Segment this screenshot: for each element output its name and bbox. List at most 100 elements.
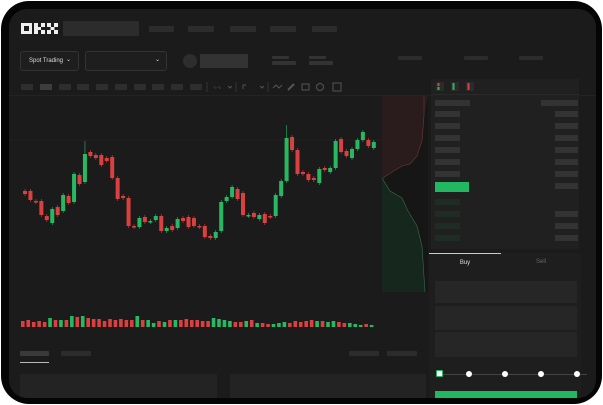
volume-bar (211, 318, 216, 327)
nav-item[interactable] (270, 26, 296, 32)
nav-item[interactable] (312, 26, 337, 32)
ask-price (435, 159, 460, 165)
candle-up (82, 141, 87, 184)
ask-price (435, 135, 460, 141)
timeframe-button[interactable] (190, 84, 202, 90)
candle-up (213, 230, 218, 240)
slider-step[interactable] (538, 371, 544, 377)
volume-bar (86, 318, 90, 327)
volume-bar (157, 321, 161, 327)
candle-down (268, 214, 273, 219)
timeframe-button[interactable] (96, 84, 108, 90)
volume-bar (119, 319, 123, 327)
amount-input[interactable] (435, 306, 577, 330)
candle-up (360, 130, 365, 142)
pair-price (200, 54, 248, 68)
divider (431, 94, 579, 95)
buy-submit-button[interactable] (435, 391, 577, 398)
pair-dropdown[interactable]: ⌄ (85, 51, 167, 71)
market-select-label: Spot Trading (29, 58, 64, 64)
volume-bar (353, 324, 358, 327)
ask-amount (555, 171, 578, 177)
candle-down (170, 224, 175, 232)
volume-bar (42, 322, 47, 327)
bid-amount (555, 211, 578, 217)
volume-bar (135, 316, 140, 327)
volume-bar (59, 320, 63, 327)
candle-body (93, 155, 98, 158)
volume-bar (173, 320, 178, 327)
timeframe-button[interactable] (115, 84, 127, 90)
candle-down (311, 176, 316, 182)
candle-up (224, 195, 229, 203)
timeframe-button[interactable] (59, 84, 71, 90)
nav-item[interactable] (188, 26, 214, 32)
nav-item[interactable] (230, 26, 256, 32)
depth-bids-area (382, 178, 425, 292)
app-screen: Spot Trading ⌄ ⌄ ∿∿ (9, 9, 596, 398)
timeframe-button[interactable] (134, 84, 146, 90)
book-view-icons[interactable] (436, 82, 481, 92)
candle-down (33, 199, 38, 204)
candle-body (251, 213, 256, 217)
chevron-down-icon (259, 85, 265, 89)
tab-sell[interactable]: Sell (505, 253, 577, 273)
candle-down (115, 176, 120, 201)
timeframe-button[interactable] (40, 84, 52, 90)
slider-step[interactable] (466, 371, 472, 377)
volume-bar (244, 321, 249, 327)
candle-up (350, 147, 354, 160)
tab-history[interactable] (61, 351, 91, 356)
ask-amount (555, 147, 578, 153)
volume-bar (189, 320, 194, 327)
slider-handle[interactable] (436, 370, 443, 377)
candle-up (279, 179, 284, 198)
candle-body (181, 218, 186, 221)
candle-body (104, 158, 109, 161)
ask-amount (555, 123, 578, 129)
candle-body (153, 216, 158, 220)
search-bar[interactable] (63, 21, 139, 36)
price-input[interactable] (435, 281, 577, 303)
total-input[interactable] (435, 332, 577, 357)
candle-body (311, 178, 316, 180)
ask-amount (555, 183, 578, 189)
timeframe-button[interactable] (171, 84, 183, 90)
slider-step[interactable] (502, 371, 508, 377)
volume-bar (282, 322, 287, 327)
candle-body (344, 151, 349, 156)
candle-up (230, 185, 235, 199)
stat-value (272, 61, 296, 65)
volume-bar (151, 323, 156, 327)
nav-item[interactable] (149, 26, 174, 32)
slider-step[interactable] (574, 371, 580, 377)
candle-down (126, 196, 131, 228)
volume-bar (37, 321, 41, 327)
stat-label (272, 56, 289, 59)
timeframe-button[interactable] (21, 84, 33, 90)
candle-body (300, 172, 305, 174)
timeframe-button[interactable] (152, 84, 164, 90)
filter-button[interactable] (387, 351, 417, 356)
stat-label (309, 56, 326, 59)
volume-bar (200, 321, 205, 327)
candle-down (88, 150, 93, 158)
timeframe-button[interactable] (77, 84, 89, 90)
candle-body (88, 152, 93, 156)
toolbar-divider (9, 95, 596, 96)
filter-button[interactable] (349, 351, 379, 356)
candle-body (61, 195, 66, 211)
market-select-button[interactable]: Spot Trading ⌄ (20, 51, 79, 71)
slider-track (439, 373, 587, 375)
book-asks-icon (466, 82, 474, 91)
candle-body (39, 201, 44, 215)
volume-bar (288, 323, 292, 327)
tab-buy[interactable]: Buy (429, 253, 501, 273)
candle-body (72, 174, 77, 202)
volume-bar (70, 316, 74, 327)
tab-open-orders[interactable] (20, 351, 49, 356)
candle-down (93, 153, 98, 160)
ask-amount (555, 159, 578, 165)
amount-slider[interactable] (436, 370, 589, 378)
volume-bar (168, 320, 172, 327)
